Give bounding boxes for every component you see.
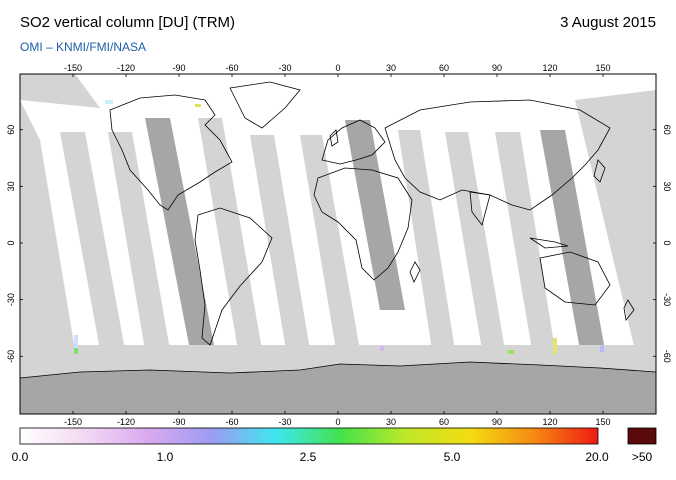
orbit-gap-band — [540, 130, 605, 350]
colorbar-label: 20.0 — [585, 450, 609, 464]
orbit-gap-band — [495, 132, 555, 350]
antarctica — [20, 361, 656, 414]
world-map: -150 -120 -90 -60 -30 0 30 60 90 120 150 -150 -120-… — [6, 63, 672, 427]
longitude-tick-label: 60 — [439, 417, 449, 427]
longitude-tick-label: 150 — [595, 417, 610, 427]
orbit-gap-band — [300, 135, 360, 350]
coastlines — [109, 81, 635, 346]
longitude-tick-label: 30 — [386, 417, 396, 427]
colorbar-label: 0.0 — [11, 450, 29, 464]
colorbar-label: >50 — [631, 450, 653, 464]
longitude-tick-label: -150 — [64, 63, 82, 73]
latitude-tick-label: -30 — [662, 293, 672, 306]
colorbar-label: 5.0 — [443, 450, 461, 464]
longitude-tick-label: 0 — [335, 417, 340, 427]
orbit-gap-band — [145, 118, 215, 350]
latitude-ticks-right: 60 30 0 -30 -60 — [653, 125, 672, 363]
orbit-gap-band — [60, 132, 125, 350]
longitude-tick-label: 120 — [542, 63, 557, 73]
latitude-tick-label: 0 — [662, 240, 672, 245]
longitude-tick-label: 0 — [335, 63, 340, 73]
longitude-ticks-top: -150 -120 -90 -60 -30 0 30 60 90 120 150 — [64, 63, 611, 77]
latitude-tick-label: -60 — [6, 350, 16, 363]
longitude-tick-label: 150 — [595, 63, 610, 73]
longitude-tick-label: -150 — [64, 417, 82, 427]
latitude-tick-label: -30 — [6, 293, 16, 306]
colorbar-label: 1.0 — [156, 450, 174, 464]
latitude-tick-label: 60 — [6, 125, 16, 135]
longitude-tick-label: -30 — [278, 417, 291, 427]
latitude-ticks-left: 60 30 0 -30 -60 — [6, 125, 23, 363]
latitude-tick-label: -60 — [662, 350, 672, 363]
longitude-tick-label: 90 — [492, 63, 502, 73]
latitude-tick-label: 30 — [6, 181, 16, 191]
longitude-tick-label: 60 — [439, 63, 449, 73]
longitude-tick-label: -120 — [117, 63, 135, 73]
orbit-gap-band — [250, 135, 310, 350]
orbit-gap-band — [198, 118, 262, 350]
latitude-tick-label: 30 — [662, 181, 672, 191]
data-source: OMI – KNMI/FMI/NASA — [20, 40, 147, 54]
longitude-tick-label: -30 — [278, 63, 291, 73]
longitude-tick-label: -60 — [225, 63, 238, 73]
data-speckles — [74, 100, 604, 354]
orbit-gap-band — [108, 132, 170, 350]
longitude-tick-label: -90 — [172, 417, 185, 427]
map-title: SO2 vertical column [DU] (TRM) — [20, 14, 236, 31]
longitude-tick-label: -120 — [117, 417, 135, 427]
orbit-gap-band — [345, 120, 405, 310]
longitude-tick-label: 30 — [386, 63, 396, 73]
colorbar-label: 2.5 — [299, 450, 317, 464]
longitude-tick-label: -60 — [225, 417, 238, 427]
orbit-gap-band — [575, 90, 656, 350]
longitude-tick-label: 90 — [492, 417, 502, 427]
north-gap-region — [20, 74, 100, 108]
orbit-gap-band — [445, 132, 505, 350]
longitude-tick-label: -90 — [172, 63, 185, 73]
map-date: 3 August 2015 — [560, 14, 656, 31]
longitude-tick-label: 120 — [542, 417, 557, 427]
orbit-gap-band — [20, 100, 75, 350]
latitude-tick-label: 0 — [6, 240, 16, 245]
longitude-ticks-bottom: -150 -120 -90 -60 -30 0 30 60 90 120 150 — [64, 411, 611, 427]
latitude-tick-label: 60 — [662, 125, 672, 135]
